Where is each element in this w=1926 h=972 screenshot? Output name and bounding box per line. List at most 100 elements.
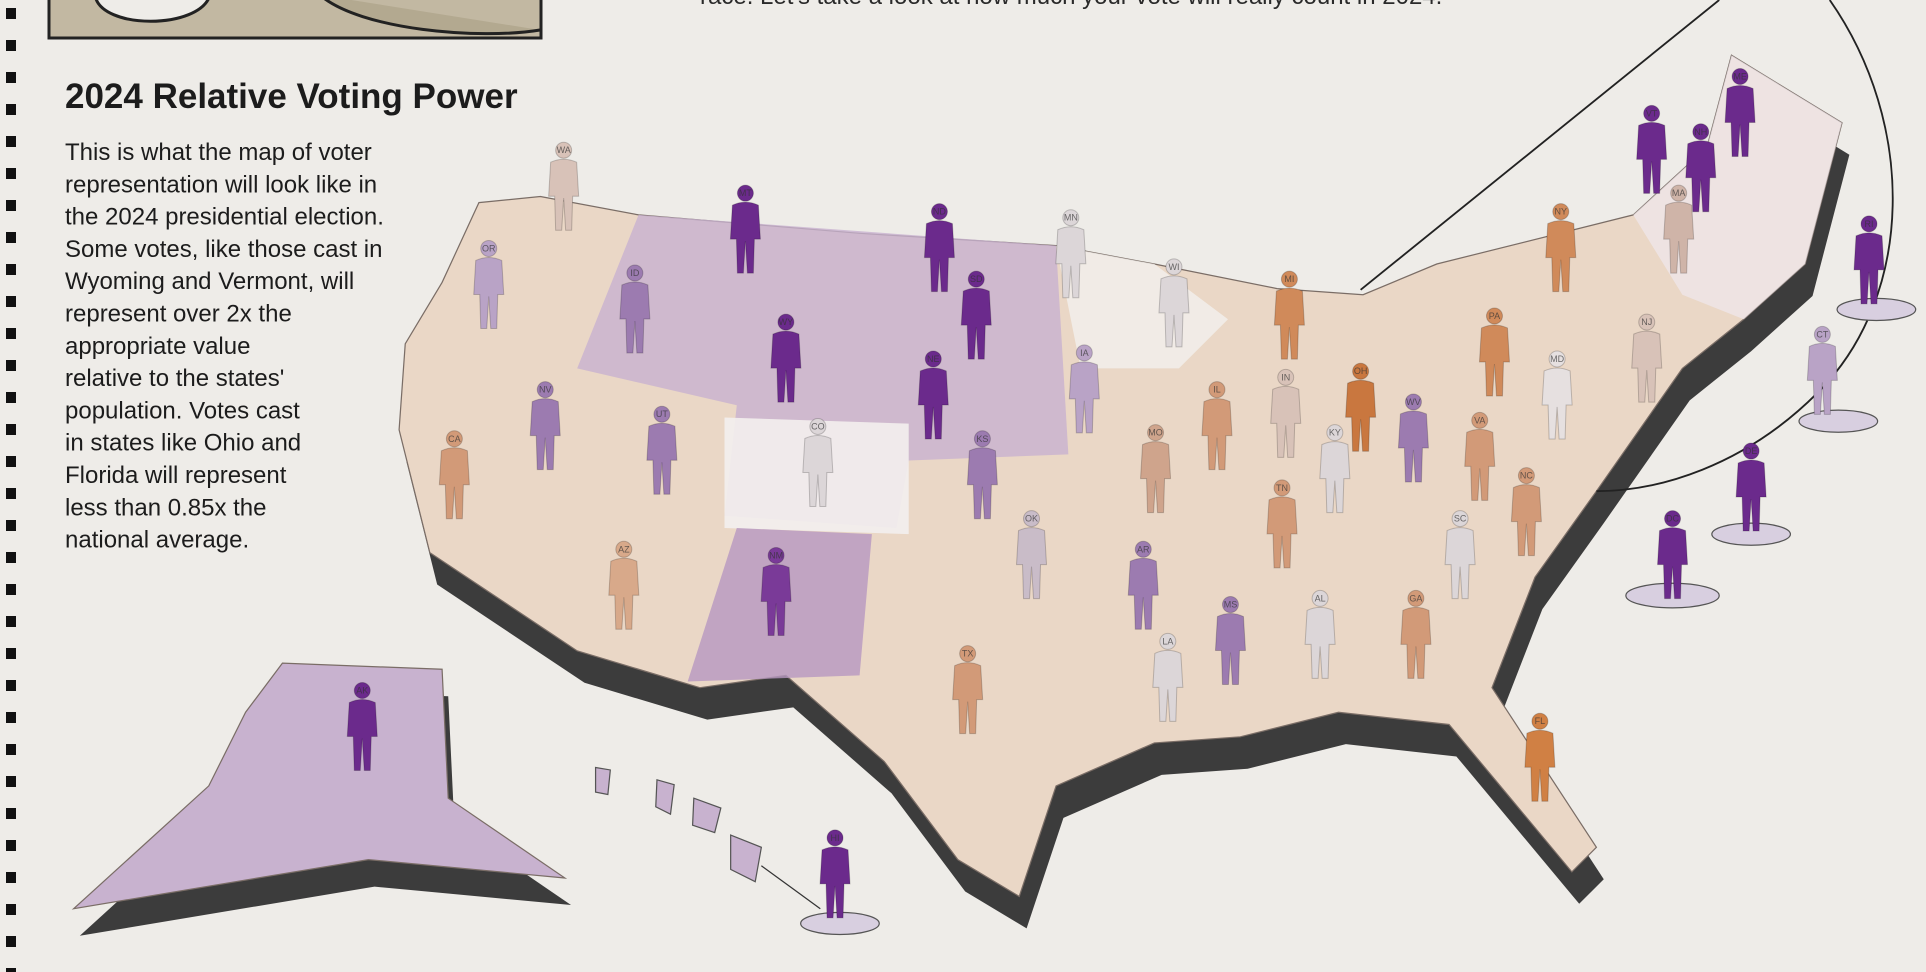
figure-body [1663,201,1695,274]
edge-square [6,904,16,915]
state-figure: DE [1735,442,1767,532]
state-label: TX [962,649,974,659]
figure-body [760,563,792,636]
state-label: SC [1454,514,1467,524]
figure-body [608,557,640,630]
figure-head [1664,510,1682,528]
edge-square [6,328,16,339]
figure-head [1326,424,1344,442]
edge-square [6,200,16,211]
edge-square [6,808,16,819]
figure-body [917,367,949,440]
edge-square [6,168,16,179]
figure-body [1636,121,1668,194]
state-label: NC [1520,471,1533,481]
figure-body [729,201,761,274]
state-figure: CA [438,430,470,520]
state-figure: MS [1214,596,1246,686]
edge-square [6,840,16,851]
figure-head [809,418,827,435]
state-figure: TX [952,645,984,735]
figure-body [1304,606,1336,679]
state-label: ID [630,268,640,278]
figure-body [1464,428,1496,501]
title: 2024 Relative Voting Power [65,77,518,116]
figure-body [1140,441,1172,514]
figure-head [1407,589,1425,607]
state-figure: MT [729,184,761,274]
figure-head [626,264,644,282]
state-label: GA [1409,593,1422,603]
edge-square [6,232,16,243]
figures: WA OR CA NV ID MT WY UT CO AZ NM ND SD NE KS OK TX MN IA MO… [346,68,1885,919]
figure-head [1404,393,1422,411]
figure-body [1055,226,1087,299]
state-figure: IL [1201,381,1233,471]
state-label: NM [769,550,783,560]
state-label: MD [1550,354,1564,364]
figure-body [1400,606,1432,679]
description: This is what the map of voter representat… [65,139,384,554]
state-label: WA [557,145,571,155]
state-figure: FL [1524,712,1556,802]
figure-head [353,682,371,700]
state-figure: NE [917,350,949,440]
state-figure: LA [1152,632,1184,722]
figure-head [1517,467,1535,485]
state-label: VT [1646,108,1658,118]
state-label: TN [1276,483,1288,493]
state-label: NE [927,354,940,364]
state-label: MA [1672,188,1686,198]
figure-head [1277,368,1295,386]
state-figure: AZ [608,540,640,630]
edge-square [6,8,16,19]
figure-head [924,350,942,368]
leader-line [760,865,821,910]
state-figure: MN [1055,209,1087,299]
figure-body [1345,379,1377,452]
state-label: AK [356,686,368,696]
state-figure: WY [770,313,802,403]
figure-head [1147,424,1165,442]
state-figure: KS [966,430,998,520]
state-label: IL [1213,385,1221,395]
figure-body [1735,459,1767,532]
edge-square [6,488,16,499]
edge-square [6,136,16,147]
state-label: CO [811,422,825,432]
state-figure: ME [1724,68,1756,158]
figure-head [536,381,554,399]
figure-head [1860,215,1878,233]
edge-square [6,72,16,83]
state-figure: ID [619,264,651,354]
figure-head [1165,258,1183,276]
state-figure: WV [1397,393,1429,483]
figure-body [1319,441,1351,514]
figure-head [480,239,498,257]
state-label: AZ [618,544,630,554]
figure-body [1510,484,1542,557]
state-figure: ND [923,203,955,293]
state-figure: MO [1140,424,1172,514]
state-label: LA [1162,636,1173,646]
description-line: Some votes, like those cast in [65,236,382,263]
state-label: KS [976,434,988,444]
figure-body [1478,324,1511,397]
figure-head [1548,350,1566,368]
figure-head [1485,307,1503,325]
edge-square [6,392,16,403]
edge-square [6,872,16,883]
figure-body [1273,287,1305,360]
figure-head [1552,203,1570,221]
figure-body [1270,385,1302,458]
state-label: MN [1064,213,1078,223]
figure-body [1545,220,1577,293]
state-label: DC [1666,514,1679,524]
figure-body [1158,275,1190,348]
figure-body [952,662,984,735]
state-figure: SC [1444,510,1476,600]
state-label: AL [1315,593,1326,603]
figure-body [1068,361,1100,434]
figure-body [966,447,998,520]
